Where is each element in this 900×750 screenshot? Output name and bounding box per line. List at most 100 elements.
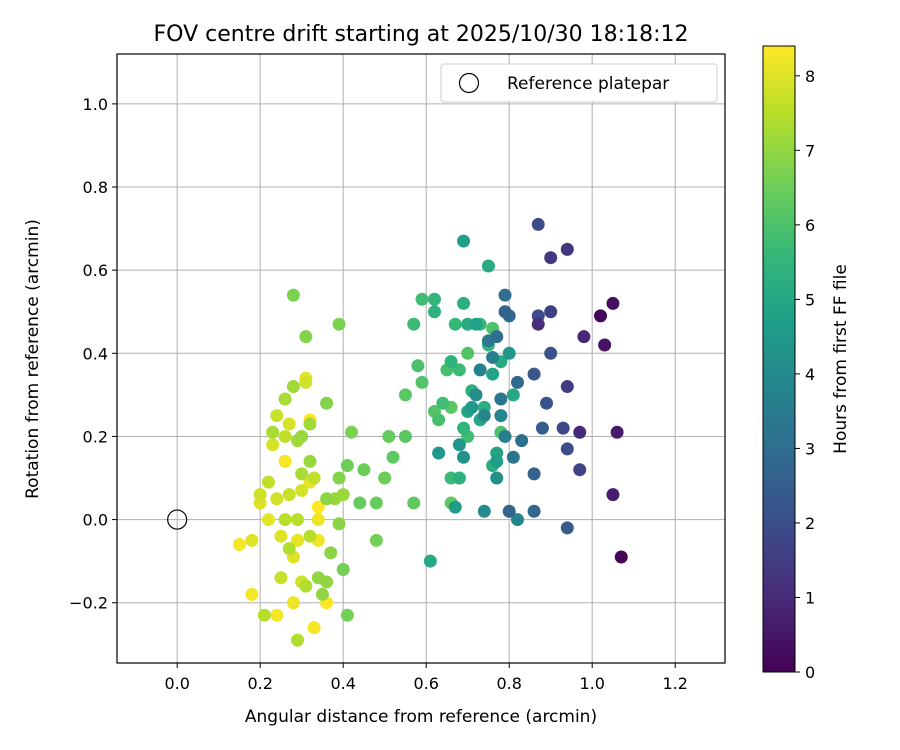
data-point bbox=[278, 429, 292, 443]
data-point bbox=[498, 305, 512, 319]
data-point bbox=[369, 496, 383, 510]
legend-box bbox=[440, 63, 718, 103]
data-point bbox=[282, 542, 296, 556]
data-point bbox=[448, 317, 462, 331]
data-point bbox=[274, 571, 288, 585]
colorbar-tick-label: 2 bbox=[805, 514, 815, 533]
colorbar-tick-label: 1 bbox=[805, 588, 815, 607]
data-point bbox=[340, 608, 354, 622]
data-point bbox=[560, 380, 574, 394]
data-point bbox=[606, 296, 620, 310]
data-point bbox=[357, 463, 371, 477]
data-point bbox=[544, 346, 558, 360]
data-point bbox=[544, 251, 558, 265]
colorbar-tick-label: 0 bbox=[805, 663, 815, 682]
data-point bbox=[527, 504, 541, 518]
data-point bbox=[614, 550, 628, 564]
legend-label-reference: Reference platepar bbox=[507, 74, 669, 94]
data-point bbox=[457, 421, 471, 435]
data-point bbox=[531, 217, 545, 231]
data-point bbox=[299, 579, 313, 593]
data-point bbox=[398, 429, 412, 443]
data-point bbox=[295, 483, 309, 497]
data-point bbox=[473, 363, 487, 377]
x-tick-label: 0.0 bbox=[164, 674, 189, 693]
data-point bbox=[527, 367, 541, 381]
colorbar-gradient bbox=[762, 45, 796, 673]
data-point bbox=[556, 421, 570, 435]
data-point bbox=[320, 575, 334, 589]
data-point bbox=[469, 388, 483, 402]
y-axis-label: Rotation from reference (arcmin) bbox=[23, 219, 43, 499]
y-tick-label: 0.8 bbox=[83, 178, 108, 197]
data-point bbox=[510, 513, 524, 527]
x-tick-label: 0.6 bbox=[413, 674, 438, 693]
data-point bbox=[481, 259, 495, 273]
colorbar-tick-label: 7 bbox=[805, 141, 815, 160]
x-tick-label: 1.2 bbox=[662, 674, 687, 693]
data-point bbox=[332, 517, 346, 531]
data-point bbox=[415, 292, 429, 306]
data-point bbox=[270, 409, 284, 423]
plot-area-frame bbox=[116, 53, 726, 664]
y-tick-label: 0.4 bbox=[83, 344, 108, 363]
y-tick-label: 0.0 bbox=[83, 511, 108, 530]
data-point bbox=[436, 396, 450, 410]
data-point bbox=[270, 608, 284, 622]
data-point bbox=[469, 317, 483, 331]
data-point bbox=[266, 438, 280, 452]
colorbar-tick-label: 4 bbox=[805, 365, 815, 384]
data-point bbox=[291, 513, 305, 527]
data-point bbox=[544, 305, 558, 319]
data-point bbox=[353, 496, 367, 510]
data-point bbox=[295, 467, 309, 481]
data-point bbox=[560, 242, 574, 256]
data-point bbox=[274, 529, 288, 543]
data-point bbox=[477, 409, 491, 423]
data-point bbox=[452, 438, 466, 452]
x-tick-label: 0.8 bbox=[496, 674, 521, 693]
y-tick-label: −0.2 bbox=[69, 594, 108, 613]
colorbar: 0 1 2 3 4 5 6 7 8 Hours from first FF file bbox=[762, 45, 851, 682]
data-point bbox=[320, 396, 334, 410]
reference-platepar-marker bbox=[167, 509, 188, 530]
data-point bbox=[535, 421, 549, 435]
data-point bbox=[498, 429, 512, 443]
data-point bbox=[299, 375, 313, 389]
data-point bbox=[477, 504, 491, 518]
data-point bbox=[506, 388, 520, 402]
data-point bbox=[278, 513, 292, 527]
data-point bbox=[606, 488, 620, 502]
legend-marker-reference bbox=[458, 72, 480, 94]
data-point bbox=[515, 434, 529, 448]
data-point bbox=[278, 454, 292, 468]
data-point bbox=[427, 292, 441, 306]
data-point bbox=[286, 596, 300, 610]
data-point bbox=[452, 471, 466, 485]
colorbar-tick-label: 3 bbox=[805, 439, 815, 458]
data-point bbox=[270, 492, 284, 506]
data-point bbox=[527, 467, 541, 481]
data-point bbox=[610, 425, 624, 439]
data-point bbox=[332, 471, 346, 485]
data-point bbox=[295, 429, 309, 443]
data-point bbox=[498, 288, 512, 302]
x-tick-label: 0.4 bbox=[330, 674, 355, 693]
data-point bbox=[311, 500, 325, 514]
data-point bbox=[378, 471, 392, 485]
data-point bbox=[382, 429, 396, 443]
data-point bbox=[490, 330, 504, 344]
data-point bbox=[577, 330, 591, 344]
data-point bbox=[502, 504, 516, 518]
chart-title: FOV centre drift starting at 2025/10/30 … bbox=[154, 22, 689, 47]
data-point bbox=[278, 392, 292, 406]
data-point bbox=[340, 459, 354, 473]
colorbar-tick-label: 5 bbox=[805, 290, 815, 309]
data-point bbox=[307, 471, 321, 485]
x-tick-label: 1.0 bbox=[579, 674, 604, 693]
scatter-points bbox=[232, 217, 628, 647]
data-point bbox=[494, 392, 508, 406]
data-point bbox=[573, 425, 587, 439]
data-point bbox=[311, 513, 325, 527]
data-point bbox=[411, 359, 425, 373]
